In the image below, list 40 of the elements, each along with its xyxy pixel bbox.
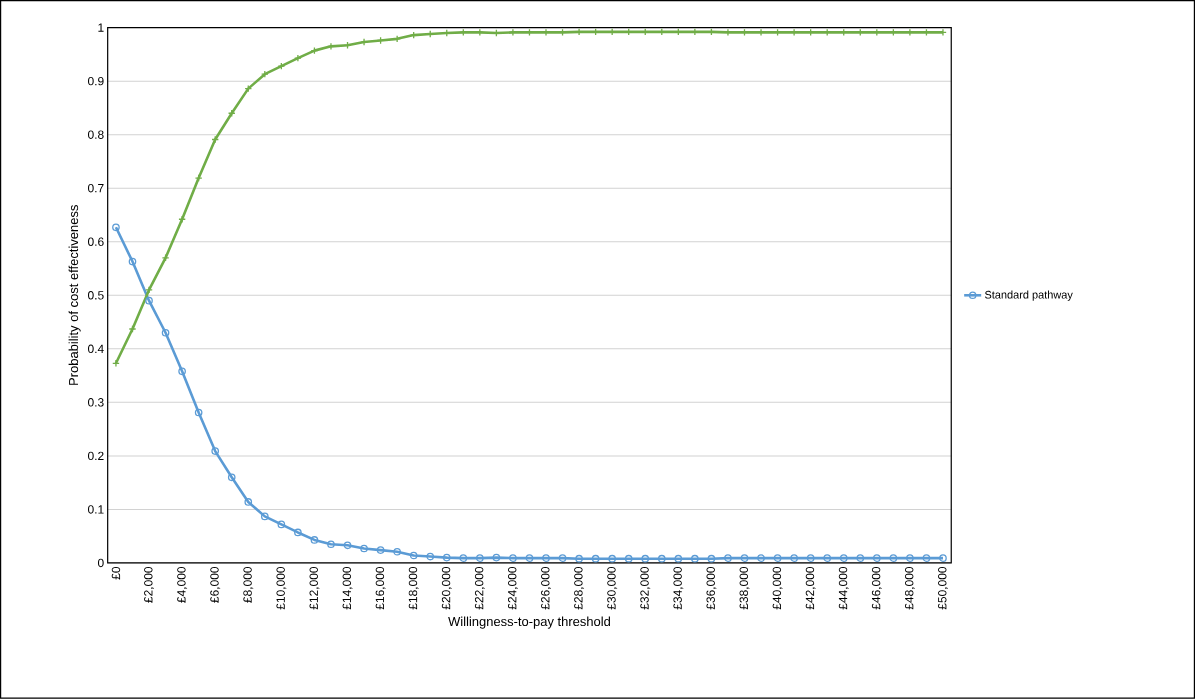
x-tick-label: £2,000: [144, 567, 154, 603]
x-tick-label: £26,000: [541, 567, 551, 610]
y-tick-label: 0.4: [88, 344, 104, 354]
y-tick-label: 0.1: [88, 505, 104, 514]
x-tick-label: £24,000: [507, 567, 518, 610]
x-tick-label: £42,000: [805, 567, 816, 610]
x-tick-label: £50,000: [938, 567, 948, 610]
x-tick-label: £44,000: [838, 567, 849, 610]
y-tick-label: 0.6: [88, 237, 104, 247]
y-tick-label: 0.7: [88, 184, 104, 193]
x-tick-label: £48,000: [904, 567, 915, 610]
x-tick-label: £0: [111, 567, 121, 580]
x-tick-label: £6,000: [210, 567, 221, 603]
y-tick-label: 0.5: [88, 291, 104, 300]
x-tick-label: £28,000: [574, 567, 585, 610]
x-tick-label: £12,000: [309, 567, 320, 610]
x-tick-label: £8,000: [243, 567, 254, 603]
y-tick-label: 0.8: [88, 130, 104, 140]
y-tick-label: 0.9: [88, 77, 104, 86]
y-tick-label: 1: [98, 23, 104, 32]
x-tick-label: £36,000: [706, 567, 717, 610]
x-tick-label: £30,000: [607, 567, 618, 610]
x-tick-label: £20,000: [441, 567, 452, 610]
x-tick-label: £18,000: [408, 567, 419, 610]
y-tick-label: 0.3: [88, 398, 104, 407]
x-tick-label: £16,000: [375, 567, 386, 610]
x-tick-label: £46,000: [871, 567, 882, 610]
x-tick-label: £4,000: [177, 567, 188, 603]
y-tick-label: 0.2: [88, 451, 104, 461]
x-tick-label: £32,000: [640, 567, 651, 610]
legend-label: Standard pathway: [984, 290, 1073, 301]
x-tick-label: £38,000: [739, 567, 750, 610]
x-tick-label: £40,000: [772, 567, 783, 610]
x-tick-label: £10,000: [276, 567, 287, 610]
x-axis-title: Willingness-to-pay threshold: [448, 616, 610, 629]
x-tick-label: £22,000: [474, 567, 485, 610]
x-tick-label: £14,000: [342, 567, 353, 610]
y-tick-label: 0: [97, 558, 104, 568]
x-tick-label: £34,000: [673, 567, 684, 610]
y-axis-title: Probability of cost effectiveness: [68, 205, 81, 386]
